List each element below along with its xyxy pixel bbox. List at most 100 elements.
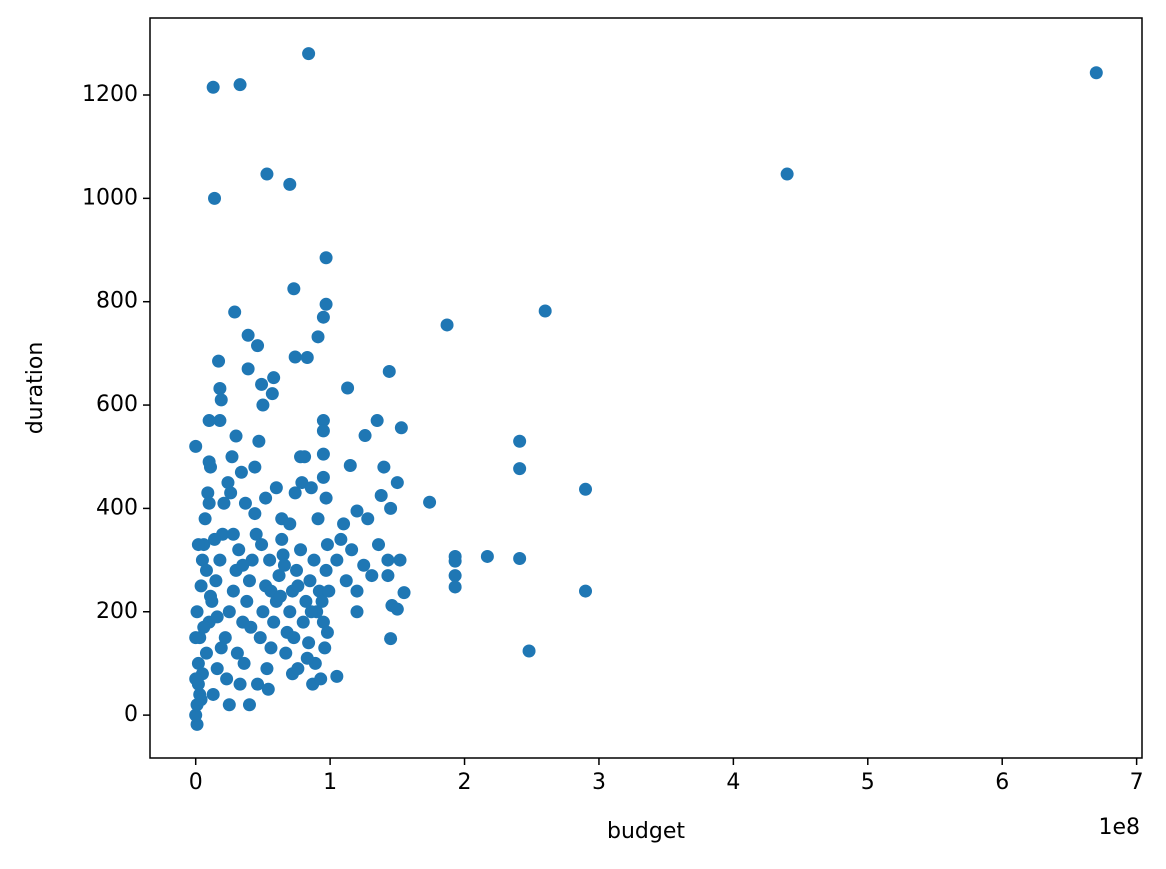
point (213, 414, 227, 428)
point (382, 364, 396, 378)
x-axis-label: budget (607, 819, 685, 844)
point (288, 350, 302, 364)
point (269, 481, 283, 495)
point (538, 304, 552, 318)
point (303, 574, 317, 588)
point (358, 429, 372, 443)
point (251, 339, 265, 353)
point (191, 656, 205, 670)
point (251, 677, 265, 691)
point (194, 579, 208, 593)
x-tick-label: 3 (592, 770, 606, 795)
point (199, 646, 213, 660)
point (440, 318, 454, 332)
point (189, 708, 203, 722)
y-tick-label: 400 (96, 495, 138, 520)
point (189, 631, 203, 645)
point (272, 569, 286, 583)
point (248, 460, 262, 474)
point (390, 476, 404, 490)
point (357, 558, 371, 572)
point (208, 191, 222, 205)
point (276, 548, 290, 562)
point (237, 656, 251, 670)
point (283, 177, 297, 191)
y-tick-label: 800 (96, 289, 138, 314)
point (263, 553, 277, 567)
point (381, 553, 395, 567)
point (393, 553, 407, 567)
point (423, 495, 437, 509)
point (513, 434, 527, 448)
point (242, 574, 256, 588)
x-tick-label: 0 (189, 770, 203, 795)
point (296, 615, 310, 629)
point (234, 465, 248, 479)
point (314, 672, 328, 686)
point (255, 538, 269, 552)
point (226, 527, 240, 541)
point (259, 491, 273, 505)
point (255, 377, 269, 391)
point (361, 512, 375, 526)
point (217, 496, 231, 510)
point (302, 636, 316, 650)
point (275, 532, 289, 546)
x-tick-label: 5 (861, 770, 875, 795)
point (334, 532, 348, 546)
point (337, 517, 351, 531)
point (273, 589, 287, 603)
x-tick-label: 4 (726, 770, 740, 795)
x-tick-label: 1 (323, 770, 337, 795)
point (191, 538, 205, 552)
point (316, 424, 330, 438)
point (194, 693, 208, 707)
point (291, 662, 305, 676)
point (448, 580, 462, 594)
point (201, 486, 215, 500)
point (343, 459, 357, 473)
point (311, 330, 325, 344)
point (288, 486, 302, 500)
point (233, 677, 247, 691)
point (256, 605, 270, 619)
point (339, 574, 353, 588)
point (287, 282, 301, 296)
x-tick-label: 7 (1130, 770, 1144, 795)
y-axis-label: duration (23, 342, 48, 435)
point (300, 351, 314, 365)
point (230, 646, 244, 660)
point (381, 569, 395, 583)
point (267, 615, 281, 629)
y-tick-label: 600 (96, 392, 138, 417)
point (330, 669, 344, 683)
point (249, 527, 263, 541)
point (294, 450, 308, 464)
point (240, 594, 254, 608)
point (350, 584, 364, 598)
x-tick-label: 2 (458, 770, 472, 795)
point (304, 481, 318, 495)
point (318, 641, 332, 655)
point (244, 620, 258, 634)
point (350, 605, 364, 619)
point (316, 615, 330, 629)
point (202, 414, 216, 428)
point (265, 387, 279, 401)
point (319, 491, 333, 505)
point (202, 455, 216, 469)
y-tick-label: 200 (96, 599, 138, 624)
y-tick-label: 1200 (82, 82, 138, 107)
point (222, 698, 236, 712)
point (283, 517, 297, 531)
x-offset-label: 1e8 (1098, 815, 1140, 840)
point (238, 496, 252, 510)
point (579, 482, 593, 496)
point (224, 486, 238, 500)
point (513, 552, 527, 566)
point (291, 579, 305, 593)
point (322, 584, 336, 598)
point (384, 632, 398, 646)
point (448, 554, 462, 568)
point (218, 631, 232, 645)
